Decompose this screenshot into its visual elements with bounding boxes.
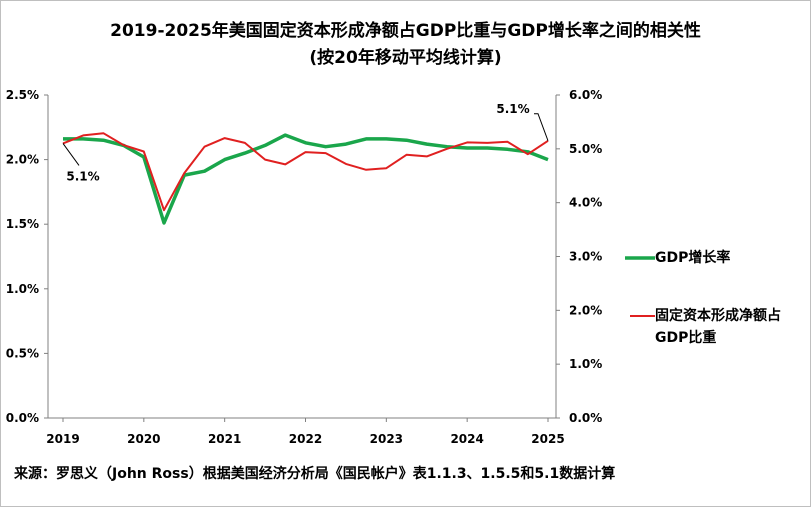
x-tick-label: 2025 xyxy=(531,432,564,446)
right-tick-label: 3.0% xyxy=(569,250,602,264)
left-tick-label: 2.0% xyxy=(6,153,39,167)
x-tick-label: 2019 xyxy=(46,432,79,446)
annotation-leader-start xyxy=(62,143,80,166)
left-tick-label: 0.0% xyxy=(6,411,39,425)
right-tick-label: 1.0% xyxy=(569,357,602,371)
left-tick-label: 0.5% xyxy=(6,346,39,360)
annotation-leader-end xyxy=(534,113,549,141)
series-line-0 xyxy=(63,133,549,225)
right-tick-label: 0.0% xyxy=(569,411,602,425)
x-tick-label: 2023 xyxy=(370,432,403,446)
annotation-label-end: 5.1% xyxy=(496,102,529,116)
right-tick-label: 5.0% xyxy=(569,142,602,156)
legend-label-gdp: GDP增长率 xyxy=(655,250,731,266)
right-tick-label: 4.0% xyxy=(569,196,602,210)
left-tick-label: 1.5% xyxy=(6,217,39,231)
x-tick-label: 2021 xyxy=(208,432,241,446)
annotation-label-start: 5.1% xyxy=(66,169,99,183)
x-tick-label: 2020 xyxy=(127,432,160,446)
chart-title-line2: (按20年移动平均线计算) xyxy=(309,48,502,68)
right-tick-label: 6.0% xyxy=(569,88,602,102)
right-tick-label: 2.0% xyxy=(569,303,602,317)
left-tick-label: 1.0% xyxy=(6,282,39,296)
legend-label-investment: 固定资本形成净额占GDP比重 xyxy=(655,308,781,346)
series-line-1 xyxy=(62,132,549,212)
x-tick-label: 2024 xyxy=(450,432,483,446)
chart-title-line1: 2019-2025年美国固定资本形成净额占GDP比重与GDP增长率之间的相关性 xyxy=(110,21,701,41)
x-tick-label: 2022 xyxy=(289,432,322,446)
source-note: 来源：罗思义（John Ross）根据美国经济分析局《国民帐户》表1.1.3、1… xyxy=(14,466,616,482)
left-tick-label: 2.5% xyxy=(6,88,39,102)
